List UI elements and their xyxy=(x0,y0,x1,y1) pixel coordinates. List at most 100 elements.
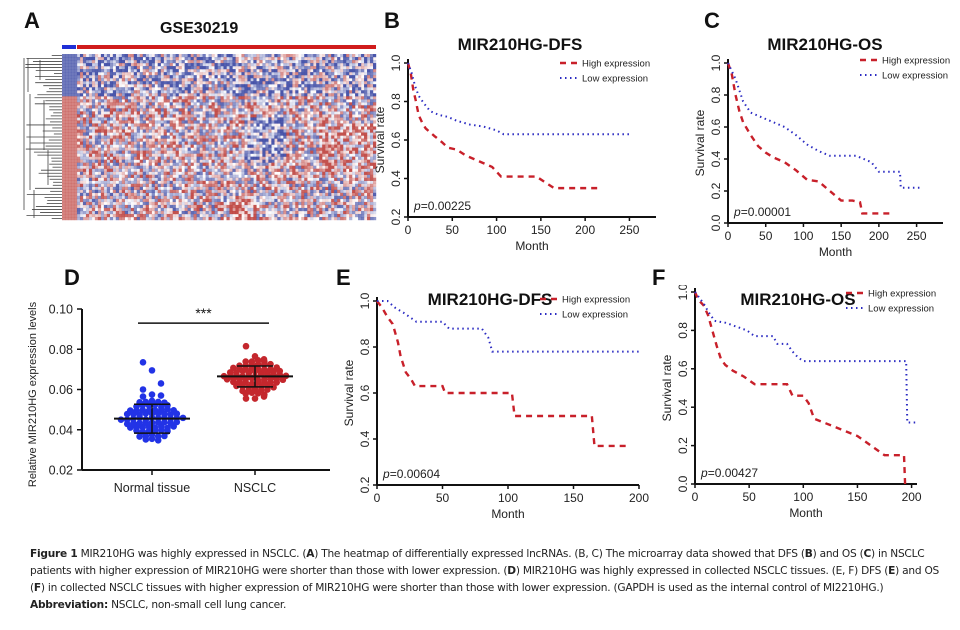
legend-high-label: High expression xyxy=(868,289,936,300)
normal-dot xyxy=(161,418,168,426)
normal-dot xyxy=(139,359,147,366)
y-axis-label: Survival rate xyxy=(693,109,707,176)
y-tick-label: 0.0 xyxy=(676,475,690,492)
x-tick-label: 100 xyxy=(498,491,518,505)
x-axis-label: Month xyxy=(491,507,524,521)
normal-dot xyxy=(145,407,153,415)
y-axis-label: Survival rate xyxy=(342,359,356,426)
x-tick-label: 50 xyxy=(436,491,450,505)
y-tick-label: 0.04 xyxy=(49,423,73,437)
y-tick-label: 0.06 xyxy=(49,383,73,397)
y-tick-label: 0.6 xyxy=(389,131,403,148)
p-value-annotation: p=0.00001 xyxy=(733,205,791,219)
caption-ref-c: C xyxy=(863,548,871,560)
normal-dot xyxy=(117,416,125,423)
heatmap-svg xyxy=(23,45,377,221)
y-tick-label: 0.6 xyxy=(358,384,372,401)
legend-high-label: High expression xyxy=(582,59,650,70)
series-high-expression xyxy=(693,291,907,485)
x-tick-label: 0 xyxy=(374,491,381,505)
y-tick-label: 0.8 xyxy=(709,86,723,103)
x-tick-label: 200 xyxy=(575,223,595,237)
nsclc-dot xyxy=(251,395,259,402)
km-chart-b: MIR210HG-DFS 0.2 0.4 0.6 0.8 1.0 0 50 100 150 200 2… xyxy=(373,35,656,253)
y-tick-label: 0.08 xyxy=(49,343,73,357)
caption-abbrev-label: Abbreviation: xyxy=(30,599,108,611)
nsclc-dot xyxy=(261,366,268,373)
nsclc-dot xyxy=(248,358,256,365)
normal-dot xyxy=(151,424,159,431)
significance-stars: *** xyxy=(195,305,212,321)
x-axis-label: Month xyxy=(789,506,822,520)
y-tick-label: 0.2 xyxy=(709,182,723,199)
legend-low-label: Low expression xyxy=(562,310,628,321)
x-tick-label: NSCLC xyxy=(234,481,276,495)
caption-ref-d: D xyxy=(507,565,516,577)
x-tick-label: 150 xyxy=(531,223,551,237)
nsclc-dot xyxy=(260,356,268,363)
legend-high-label: High expression xyxy=(882,56,950,67)
series-high-expression xyxy=(726,62,893,215)
row-dendrogram xyxy=(23,55,62,219)
normal-dot xyxy=(157,392,165,399)
nsclc-dot xyxy=(254,365,262,373)
panel-label-a: A xyxy=(24,8,40,33)
x-tick-label: 150 xyxy=(847,490,867,504)
legend-low-label: Low expression xyxy=(882,71,948,82)
x-tick-label: 100 xyxy=(487,223,507,237)
group-bar-tumor xyxy=(77,45,376,49)
y-tick-label: 0.4 xyxy=(709,150,723,167)
y-tick-label: 0.6 xyxy=(676,360,690,377)
y-tick-label: 0.10 xyxy=(49,303,73,317)
normal-dots xyxy=(117,359,187,444)
normal-dot xyxy=(139,393,147,400)
km-chart-c: MIR210HG-OS 0.0 0.2 0.4 0.6 0.8 1.0 0 50 100 150 20… xyxy=(693,35,950,259)
x-tick-label: 100 xyxy=(793,490,813,504)
caption-text: ) MIR210HG was highly expressed in colle… xyxy=(515,565,889,577)
caption-abbrev-text: NSCLC, non-small cell lung cancer. xyxy=(107,599,287,611)
y-tick-label: 0.2 xyxy=(676,437,690,454)
y-tick-label: 0.8 xyxy=(676,322,690,339)
y-tick-label: 0.4 xyxy=(358,430,372,447)
y-tick-label: 1.0 xyxy=(709,54,723,71)
nsclc-dot xyxy=(267,366,274,373)
caption-ref-a: A xyxy=(306,548,315,560)
normal-dot xyxy=(136,419,143,427)
p-value-annotation: p=0.00604 xyxy=(382,467,440,481)
p-value-annotation: p=0.00427 xyxy=(700,466,758,480)
y-axis-label: Survival rate xyxy=(660,354,674,421)
y-tick-label: 0.2 xyxy=(389,208,403,225)
x-tick-label: 200 xyxy=(629,491,649,505)
series-low-expression xyxy=(694,291,917,424)
x-tick-label: 0 xyxy=(692,490,699,504)
caption-text: MIR210HG was highly expressed in NSCLC. … xyxy=(77,548,307,560)
heatmap-title: GSE30219 xyxy=(160,20,239,37)
normal-dot xyxy=(136,433,143,440)
x-axis-label: Month xyxy=(515,239,548,253)
nsclc-dot xyxy=(260,393,268,400)
nsclc-dot xyxy=(273,364,280,371)
y-tick-label: 0.4 xyxy=(389,170,403,187)
caption-text: ) in NSCLC patients with higher expressi… xyxy=(30,548,925,577)
legend-low-label: Low expression xyxy=(868,304,934,315)
caption-text: ) and OS ( xyxy=(812,548,864,560)
x-tick-label: 200 xyxy=(902,490,922,504)
nsclc-dot xyxy=(248,380,256,388)
y-tick-label: 0.2 xyxy=(358,476,372,493)
panel-a-heatmap: GSE30219 xyxy=(0,0,380,230)
panel-label-c: C xyxy=(704,8,720,33)
y-axis-label: Survival rate xyxy=(373,106,387,173)
y-tick-label: 1.0 xyxy=(358,292,372,309)
y-tick-label: 1.0 xyxy=(389,54,403,71)
normal-dot xyxy=(170,406,177,414)
caption-ref-e: E xyxy=(888,565,896,577)
x-tick-label: 50 xyxy=(446,223,460,237)
km-chart-e: MIR210HG-DFS 0.2 0.4 0.6 0.8 1.0 0 50 100 150 200 M… xyxy=(342,290,649,521)
nsclc-dot xyxy=(251,352,259,360)
x-tick-label: 50 xyxy=(759,229,773,243)
y-tick-label: 0.4 xyxy=(676,399,690,416)
x-tick-label: 100 xyxy=(793,229,813,243)
chart-title: MIR210HG-OS xyxy=(740,290,855,309)
x-tick-label: 50 xyxy=(742,490,756,504)
y-tick-label: 0.8 xyxy=(389,93,403,110)
